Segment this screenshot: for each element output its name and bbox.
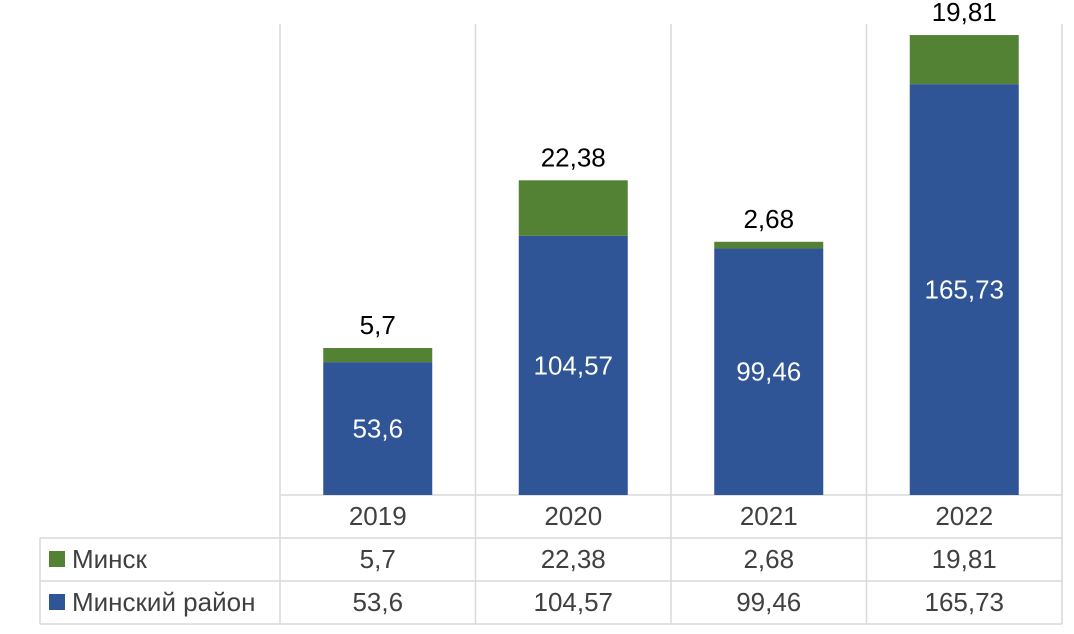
bars: [323, 35, 1019, 495]
table-cell-value: 53,6: [352, 587, 403, 617]
bar-segment: [714, 248, 824, 495]
bar-segment: [909, 35, 1019, 85]
data-label-top: 2,68: [743, 204, 794, 234]
x-tick-label: 2019: [349, 501, 407, 531]
bar-segment: [714, 241, 824, 249]
table-cell-value: 165,73: [924, 587, 1004, 617]
data-label-inside: 53,6: [352, 414, 403, 444]
legend-swatch: [49, 594, 65, 610]
bar-segment: [323, 347, 433, 363]
table-cell-value: 104,57: [533, 587, 613, 617]
bar-segment: [518, 235, 628, 495]
x-tick-label: 2022: [935, 501, 993, 531]
bar-segment: [518, 180, 628, 236]
data-label-inside: 165,73: [924, 275, 1004, 305]
bar-segment: [323, 362, 433, 495]
table-cell-value: 99,46: [736, 587, 801, 617]
data-label-top: 19,81: [932, 0, 997, 27]
x-tick-label: 2021: [740, 501, 798, 531]
data-labels: 53,6 5,7 104,57 22,38 99,46 2,68 165,73 19,81: [352, 0, 1004, 444]
x-tick-label: 2020: [544, 501, 602, 531]
table-cell-value: 5,7: [360, 544, 396, 574]
data-label-top: 22,38: [541, 142, 606, 172]
legend-entry: Минск: [72, 544, 148, 574]
table-cell-value: 19,81: [932, 544, 997, 574]
data-table: 2019 2020 2021 2022 Минск 5,7 22,38 2,68 19,81 Ми…: [49, 501, 1004, 617]
data-label-inside: 99,46: [736, 357, 801, 387]
legend-entry: Минский район: [72, 587, 255, 617]
data-label-inside: 104,57: [533, 350, 613, 380]
data-label-top: 5,7: [360, 310, 396, 340]
bar-segment: [909, 84, 1019, 495]
legend-swatch: [49, 551, 65, 567]
table-cell-value: 22,38: [541, 544, 606, 574]
table-cell-value: 2,68: [743, 544, 794, 574]
